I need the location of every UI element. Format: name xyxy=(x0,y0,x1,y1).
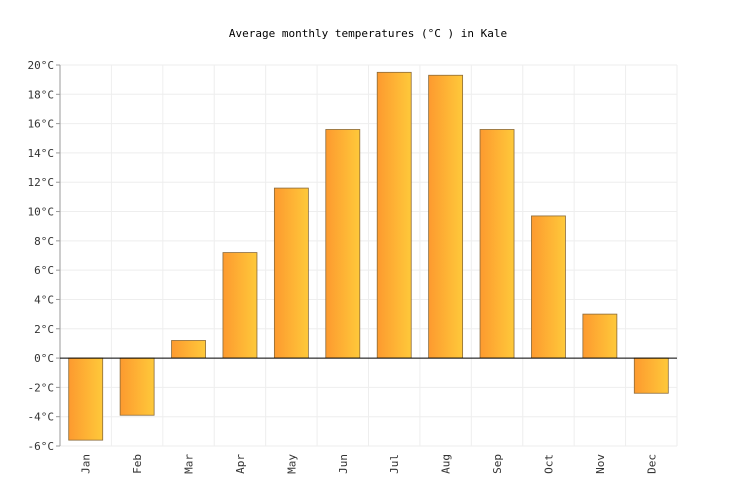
x-tick-label: Nov xyxy=(594,454,607,474)
y-tick-label: 10°C xyxy=(28,206,55,219)
bar xyxy=(273,187,309,359)
bar xyxy=(222,252,258,359)
bar xyxy=(479,129,515,359)
bar xyxy=(428,74,464,359)
bar xyxy=(325,129,361,359)
y-tick-label: 18°C xyxy=(28,88,55,101)
bar xyxy=(582,313,618,359)
bar xyxy=(119,357,155,416)
bar xyxy=(376,71,412,359)
x-tick-label: May xyxy=(285,454,298,474)
x-tick-label: Aug xyxy=(440,454,453,474)
y-tick-label: -4°C xyxy=(28,411,55,424)
y-tick-label: 16°C xyxy=(28,118,55,131)
x-tick-label: Feb xyxy=(131,454,144,474)
x-tick-label: Jun xyxy=(337,454,350,474)
y-tick-label: 6°C xyxy=(34,264,54,277)
bar xyxy=(633,357,669,394)
y-tick-label: 0°C xyxy=(34,352,54,365)
x-tick-label: Oct xyxy=(542,454,555,474)
x-tick-label: Sep xyxy=(491,454,504,474)
y-tick-label: 2°C xyxy=(34,323,54,336)
bar xyxy=(171,340,206,359)
x-tick-label: Dec xyxy=(645,454,658,474)
y-tick-label: 20°C xyxy=(28,59,55,72)
x-tick-label: Jul xyxy=(388,454,401,474)
y-tick-label: 4°C xyxy=(34,293,54,306)
y-tick-label: -6°C xyxy=(28,440,55,453)
x-tick-label: Apr xyxy=(234,454,247,474)
bar xyxy=(531,215,566,359)
chart-title: Average monthly temperatures (°C ) in Ka… xyxy=(229,27,507,40)
bar xyxy=(68,357,104,441)
y-tick-label: -2°C xyxy=(28,381,55,394)
y-tick-label: 14°C xyxy=(28,147,55,160)
y-tick-label: 8°C xyxy=(34,235,54,248)
x-tick-label: Mar xyxy=(183,454,196,474)
x-tick-label: Jan xyxy=(80,454,93,474)
y-tick-label: 12°C xyxy=(28,176,55,189)
